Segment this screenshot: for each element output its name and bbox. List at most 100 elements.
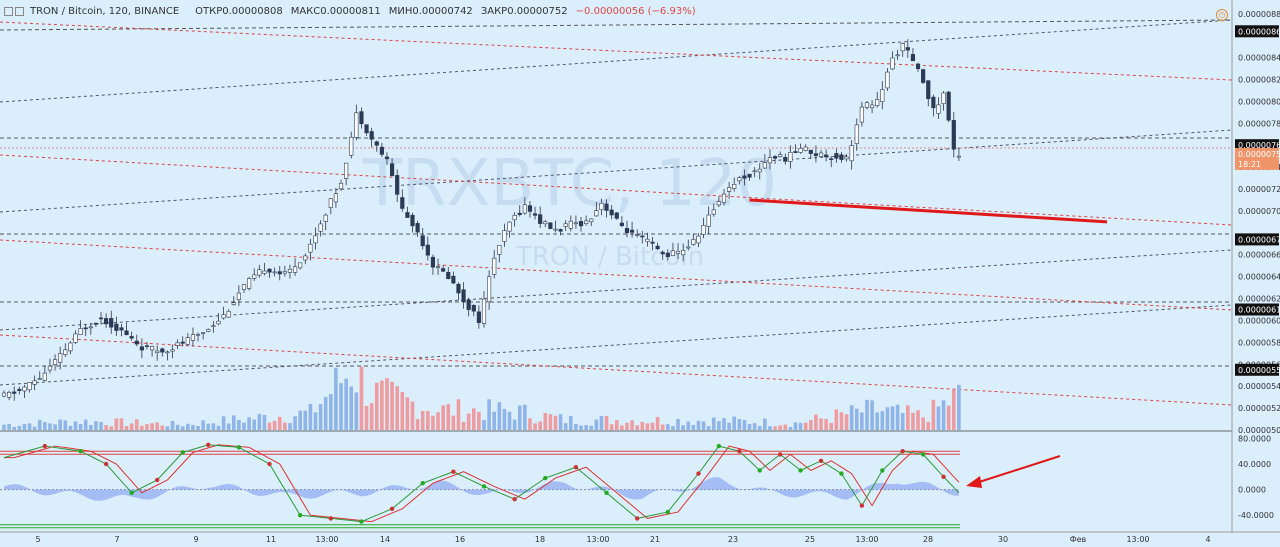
trend-line [0, 304, 1233, 386]
candle-body [165, 351, 170, 354]
volume-bar [717, 421, 721, 430]
candle-body [32, 380, 37, 385]
clock-icon[interactable]: ◷ [1216, 9, 1228, 21]
oscillator-cross-marker [696, 471, 701, 476]
volume-bar [614, 420, 619, 430]
volume-bar [415, 419, 420, 430]
oscillator-cross-marker [236, 445, 242, 450]
candle-body [63, 349, 68, 355]
volume-bar [124, 426, 129, 430]
volume-bar [257, 413, 262, 430]
volume-bar [334, 367, 338, 430]
candle-body [640, 235, 645, 238]
oscillator-cross-marker [777, 452, 783, 457]
oscillator-cross-marker [839, 471, 844, 476]
volume-bar [441, 405, 445, 430]
layout-icons[interactable] [0, 6, 30, 16]
candle-body [951, 120, 956, 150]
square-icon[interactable] [4, 6, 13, 16]
candle-body [696, 235, 701, 244]
time-tick-label: 9 [193, 535, 198, 544]
volume-bar [640, 421, 645, 430]
time-tick-label: 14 [380, 535, 390, 544]
volume-bar [380, 380, 384, 430]
volume-bar [660, 424, 665, 430]
candle-body [180, 341, 185, 344]
candle-body [512, 215, 517, 221]
candle-body [451, 275, 456, 284]
volume-bar [2, 424, 6, 430]
volume-bar [706, 426, 711, 430]
volume-bar [68, 425, 73, 430]
volume-bar [22, 424, 27, 430]
volume-bar [374, 382, 379, 430]
close-label: ЗАКР [480, 5, 508, 17]
oscillator-cross-marker [737, 449, 742, 454]
candle-body [487, 276, 492, 303]
volume-bar [206, 423, 211, 430]
volume-bar [906, 405, 910, 430]
candle-body [721, 193, 727, 203]
price-marker-badge [1235, 147, 1279, 160]
square-icon[interactable] [15, 6, 24, 16]
volume-bar [747, 423, 752, 430]
volume-bar [671, 426, 675, 430]
oscillator-cross-marker [604, 490, 609, 495]
volume-bar [809, 420, 813, 430]
volume-bar [533, 423, 537, 430]
volume-bar [48, 423, 52, 430]
volume-bar [701, 421, 706, 430]
candle-body [665, 252, 670, 258]
volume-bar [17, 425, 22, 430]
oscillator-cross-marker [389, 506, 395, 511]
price-marker-badge [1235, 157, 1279, 170]
volume-bar [155, 422, 159, 430]
candle-body [915, 63, 921, 69]
volume-bar [431, 415, 435, 430]
candle-body [313, 235, 318, 244]
annotation-trend-line [749, 198, 1108, 224]
volume-bar [267, 422, 272, 430]
candle-body [420, 235, 425, 247]
volume-bar [839, 412, 844, 430]
volume-bar [569, 415, 573, 430]
volume-bar [860, 412, 864, 430]
volume-bar [272, 420, 277, 430]
volume-bar [517, 405, 522, 430]
volume-bar [819, 418, 823, 430]
volume-bar [563, 423, 568, 430]
volume-bar [895, 404, 900, 430]
candle-body [762, 162, 767, 169]
candle-body [252, 274, 257, 279]
volume-bar [941, 400, 946, 430]
candle-body [895, 54, 900, 57]
volume-bar [722, 418, 726, 430]
candle-body [681, 250, 686, 256]
candle-body [675, 251, 681, 254]
volume-bar [512, 419, 517, 430]
trend-line [0, 129, 1233, 213]
symbol-title[interactable]: TRON / Bitcoin, 120, BINANCE [30, 5, 180, 17]
candle-body [298, 262, 303, 269]
volume-bar [742, 420, 747, 430]
candle-body [767, 157, 773, 164]
oscillator-tick-label: -40.0000 [1238, 511, 1274, 520]
candle-body [47, 365, 53, 371]
volume-bar [477, 411, 481, 430]
candle-body [73, 333, 78, 343]
candle-body [793, 151, 798, 153]
candle-body [497, 244, 502, 255]
candle-body [517, 212, 522, 215]
volume-bar [691, 424, 696, 430]
oscillator-cross-marker [180, 450, 185, 455]
candle-body [231, 302, 236, 305]
